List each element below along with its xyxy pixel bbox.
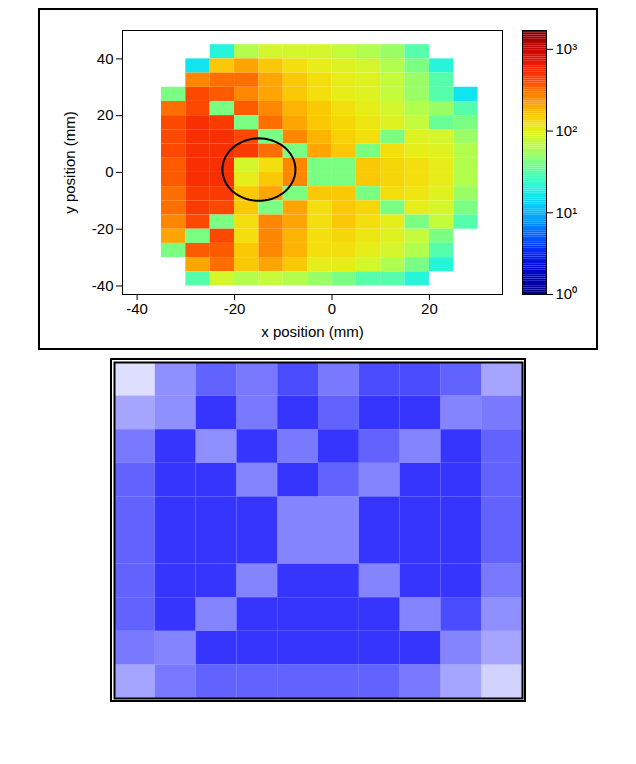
svg-text:20: 20 — [421, 300, 438, 317]
svg-text:10¹: 10¹ — [556, 204, 578, 221]
svg-text:0: 0 — [105, 163, 113, 180]
svg-text:-40: -40 — [126, 300, 148, 317]
svg-text:-20: -20 — [92, 220, 114, 237]
svg-text:-40: -40 — [92, 277, 114, 294]
svg-text:-20: -20 — [224, 300, 246, 317]
svg-text:y position (mm): y position (mm) — [61, 111, 78, 214]
svg-text:10³: 10³ — [556, 40, 578, 57]
svg-text:10²: 10² — [556, 122, 578, 139]
svg-text:40: 40 — [97, 50, 114, 67]
svg-text:0: 0 — [328, 300, 336, 317]
svg-text:x position (mm): x position (mm) — [261, 323, 364, 340]
svg-text:10⁰: 10⁰ — [556, 285, 578, 302]
svg-text:20: 20 — [97, 106, 114, 123]
